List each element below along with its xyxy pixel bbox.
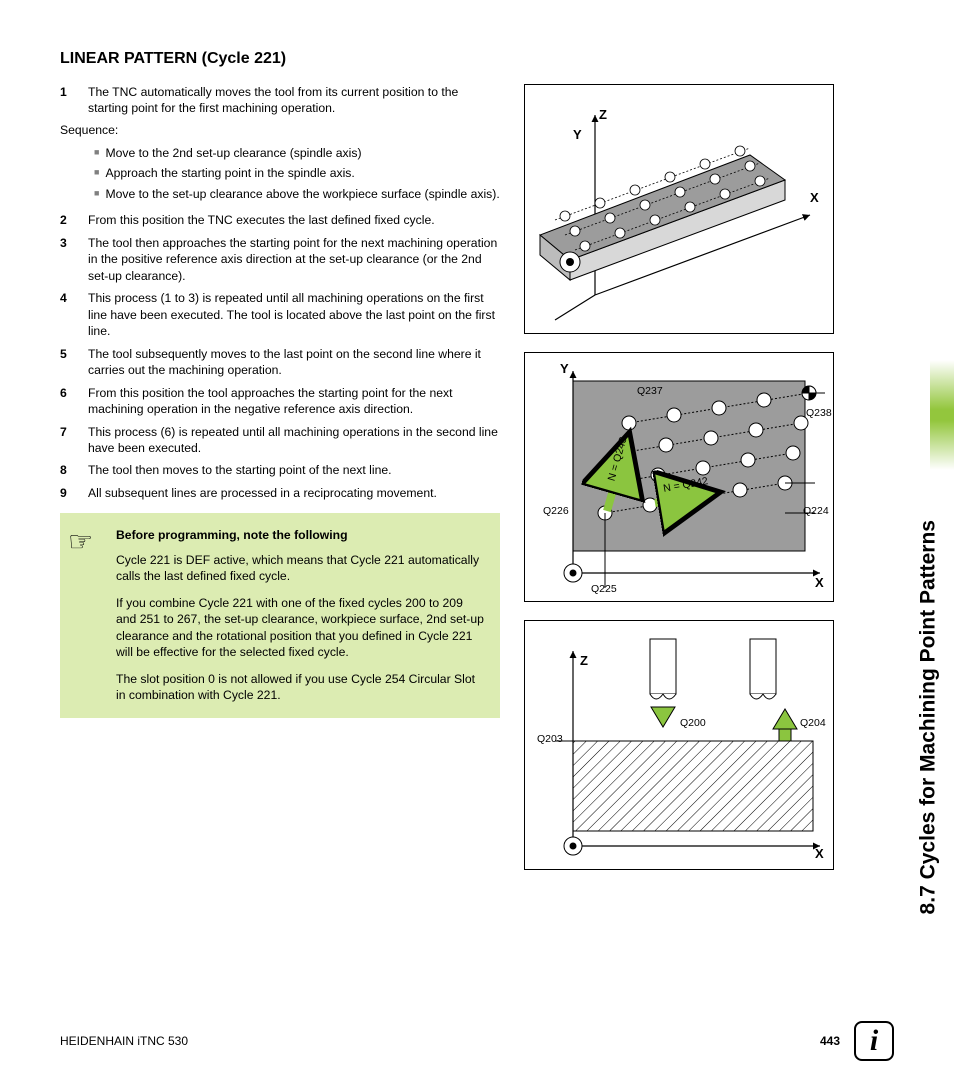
footer-product: HEIDENHAIN iTNC 530 bbox=[60, 1034, 188, 1048]
chapter-sidebar: 8.7 Cycles for Machining Point Patterns bbox=[914, 60, 954, 540]
diagram-isometric: Z Y X bbox=[524, 84, 834, 334]
axis-y-label: Y bbox=[560, 361, 569, 376]
sequence-label: Sequence: bbox=[60, 123, 500, 137]
q224-label: Q224 bbox=[803, 505, 829, 517]
text-column: 1The TNC automatically moves the tool fr… bbox=[60, 84, 500, 870]
step-item: 5The tool subsequently moves to the last… bbox=[60, 346, 500, 379]
diagram-column: Z Y X bbox=[524, 84, 834, 870]
note-paragraph: If you combine Cycle 221 with one of the… bbox=[116, 595, 486, 661]
q204-label: Q204 bbox=[800, 717, 826, 729]
step-item: 2From this position the TNC executes the… bbox=[60, 212, 500, 228]
sequence-item: Move to the 2nd set-up clearance (spindl… bbox=[94, 145, 500, 161]
page-heading: LINEAR PATTERN (Cycle 221) bbox=[60, 50, 894, 68]
step-item: 9All subsequent lines are processed in a… bbox=[60, 485, 500, 501]
step-item: 8The tool then moves to the starting poi… bbox=[60, 462, 500, 478]
page-number: 443 bbox=[820, 1034, 840, 1048]
sidebar-accent bbox=[930, 360, 954, 470]
step-item: 3The tool then approaches the starting p… bbox=[60, 235, 500, 284]
pointing-hand-icon: ☞ bbox=[68, 525, 93, 558]
note-title: Before programming, note the following bbox=[116, 527, 486, 543]
q226-label: Q226 bbox=[543, 505, 569, 517]
axis-x-label: X bbox=[815, 846, 824, 861]
step-item: 7This process (6) is repeated until all … bbox=[60, 424, 500, 457]
step-item: 6From this position the tool approaches … bbox=[60, 385, 500, 418]
q225-label: Q225 bbox=[591, 583, 617, 595]
step-item: 4This process (1 to 3) is repeated until… bbox=[60, 290, 500, 339]
sequence-item: Move to the set-up clearance above the w… bbox=[94, 186, 500, 202]
note-box: ☞ Before programming, note the following… bbox=[60, 513, 500, 717]
diagram-xy-plan: Y X Q226 Q225 Q237 Q238 Q224 N = Q242 N … bbox=[524, 352, 834, 602]
q238-label: Q238 bbox=[806, 407, 832, 419]
note-paragraph: The slot position 0 is not allowed if yo… bbox=[116, 671, 486, 704]
q200-label: Q200 bbox=[680, 717, 706, 729]
q237-label: Q237 bbox=[637, 385, 663, 397]
axis-x-label: X bbox=[815, 575, 824, 590]
axis-z-label: Z bbox=[599, 107, 607, 122]
q203-label: Q203 bbox=[537, 733, 563, 745]
step-item: 1The TNC automatically moves the tool fr… bbox=[60, 84, 500, 117]
note-paragraph: Cycle 221 is DEF active, which means tha… bbox=[116, 552, 486, 585]
sequence-item: Approach the starting point in the spind… bbox=[94, 165, 500, 181]
axis-y-label: Y bbox=[573, 127, 582, 142]
axis-x-label: X bbox=[810, 190, 819, 205]
diagram-z-side: Z X Q203 Q200 Q204 bbox=[524, 620, 834, 870]
info-icon: i bbox=[854, 1021, 894, 1061]
axis-z-label: Z bbox=[580, 653, 588, 668]
chapter-title: 8.7 Cycles for Machining Point Patterns bbox=[916, 520, 940, 914]
